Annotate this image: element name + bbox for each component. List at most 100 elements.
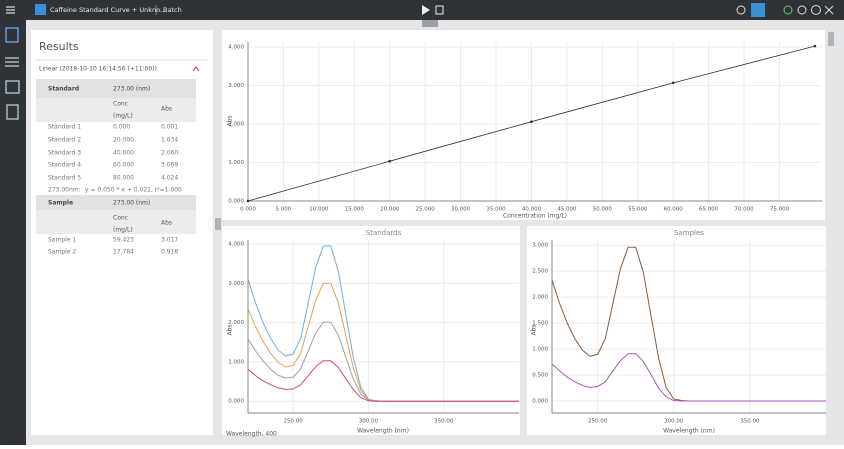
table-cell: 20.000	[113, 137, 134, 144]
x-tick-label: 350.00	[434, 419, 454, 425]
equation-label: 273.00nm:	[48, 187, 81, 194]
data-point	[530, 120, 533, 123]
document-title[interactable]: Caffeine Standard Curve + Unkno...	[50, 6, 166, 14]
column-header: Abs	[161, 106, 172, 113]
x-tick-label: 60.000	[664, 207, 684, 213]
y-tick-label: 4.000	[228, 45, 244, 51]
collapse-caret[interactable]	[192, 66, 200, 72]
data-line	[247, 245, 519, 402]
x-tick-label: 10.000	[309, 207, 329, 213]
x-tick-label: 5.000	[276, 207, 292, 213]
samples-header-bg	[36, 195, 196, 210]
row-label: Sample 1	[48, 237, 76, 244]
toolbar-icons[interactable]	[736, 5, 834, 15]
collapse-tab[interactable]	[422, 20, 438, 27]
equation: y = 0.050 * x + 0.021, r²=1.000	[85, 187, 182, 194]
stop-button[interactable]	[435, 5, 444, 15]
column-header: (mg/L)	[113, 227, 133, 234]
x-tick-label: 70.000	[734, 207, 754, 213]
y-tick-label: 0.000	[228, 399, 244, 405]
table-cell: 80.000	[113, 175, 134, 182]
play-button[interactable]	[422, 5, 430, 15]
row-label: Standard 2	[48, 137, 81, 144]
data-line	[551, 246, 826, 402]
chart-title: Samples	[674, 229, 704, 237]
y-tick-label: 2.000	[532, 295, 548, 301]
column-header: Conc	[113, 215, 128, 222]
data-line	[247, 321, 519, 402]
results-title: Results	[39, 40, 79, 53]
samples-columns-bg	[36, 210, 196, 234]
method-label[interactable]: Linear (2018-10-10 16:14:56 (+11:00))	[39, 66, 157, 73]
x-tick-label: 55.000	[628, 207, 648, 213]
x-tick-label: 0.000	[240, 207, 256, 213]
x-tick-label: 65.000	[699, 207, 719, 213]
x-tick-label: 300.00	[359, 419, 379, 425]
x-tick-label: 250.00	[588, 419, 608, 425]
x-axis-label: Wavelength (nm)	[663, 428, 715, 435]
y-axis-label: Abs	[227, 324, 234, 335]
x-tick-label: 15.000	[345, 207, 365, 213]
standards-columns-bg	[36, 98, 196, 122]
column-header: Abs	[161, 220, 172, 227]
column-header: (mg/L)	[113, 113, 133, 120]
y-tick-label: 4.000	[228, 241, 244, 247]
table-heading: Standard	[48, 86, 79, 93]
row-label: Sample 2	[48, 249, 76, 256]
data-point	[813, 44, 817, 48]
batch-tab[interactable]: Batch	[163, 6, 182, 14]
table-cell: 2.060	[161, 150, 178, 157]
y-axis-label: Abs	[227, 115, 234, 126]
x-tick-label: 45.000	[557, 207, 577, 213]
table-cell: 59.423	[113, 237, 134, 244]
table-heading: 273.00 (nm)	[113, 200, 150, 207]
y-tick-label: 3.000	[228, 281, 244, 287]
x-tick-label: 50.000	[593, 207, 613, 213]
y-tick-label: 1.000	[228, 160, 244, 166]
table-cell: 4.024	[161, 175, 178, 182]
y-tick-label: 1.000	[228, 359, 244, 365]
y-tick-label: 0.500	[532, 373, 548, 379]
x-tick-label: 35.000	[486, 207, 506, 213]
status-text: Wavelength, 400	[226, 431, 277, 438]
app-icon	[35, 4, 46, 15]
table-cell: 3.069	[161, 162, 178, 169]
y-tick-label: 0.000	[532, 399, 548, 405]
x-tick-label: 30.000	[451, 207, 471, 213]
y-tick-label: 1.000	[532, 347, 548, 353]
column-header: Conc	[113, 101, 128, 108]
y-axis-label: Abs	[531, 324, 538, 335]
table-cell: 40.000	[113, 150, 134, 157]
table-cell: 0.918	[161, 249, 178, 256]
table-cell: 0.000	[113, 124, 130, 131]
side-handle[interactable]	[828, 32, 834, 46]
table-heading: Sample	[48, 200, 73, 207]
y-tick-label: 2.000	[228, 122, 244, 128]
calibration-panel	[222, 30, 825, 220]
standards-header-bg	[36, 79, 196, 98]
x-tick-label: 25.000	[416, 207, 436, 213]
x-tick-label: 75.000	[770, 207, 790, 213]
splitter-handle[interactable]	[215, 218, 221, 230]
y-tick-label: 3.000	[228, 83, 244, 89]
data-point	[246, 199, 250, 203]
x-tick-label: 20.000	[380, 207, 400, 213]
y-tick-label: 2.500	[532, 269, 548, 275]
y-tick-label: 2.000	[228, 320, 244, 326]
table-cell: 1.034	[161, 137, 178, 144]
data-line	[247, 282, 519, 402]
data-line	[247, 360, 519, 402]
data-line	[551, 353, 826, 402]
samples-panel	[527, 226, 826, 435]
table-cell: 60.000	[113, 162, 134, 169]
active-tool[interactable]	[751, 3, 765, 17]
table-cell: 0.001	[161, 124, 178, 131]
side-icons[interactable]	[5, 27, 20, 120]
y-tick-label: 0.000	[228, 199, 244, 205]
menu-icon[interactable]	[6, 6, 15, 14]
y-tick-label: 1.500	[532, 321, 548, 327]
data-point	[671, 81, 675, 85]
table-heading: 273.00 (nm)	[113, 86, 150, 93]
chart-title: Standards	[366, 229, 402, 237]
